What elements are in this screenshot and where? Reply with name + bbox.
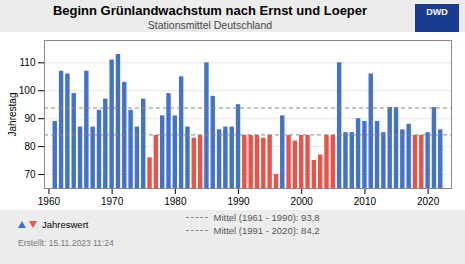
svg-text:90: 90	[24, 113, 36, 124]
svg-text:110: 110	[20, 57, 36, 68]
svg-text:1980: 1980	[164, 196, 187, 207]
svg-text:Jahrestag: Jahrestag	[7, 93, 18, 137]
html-text:Mittel (1961 - 1990): 93,8: Mittel (1961 - 1990): 93,8	[213, 212, 320, 223]
html-text:Beginn Grünlandwachstum nach E: Beginn Grünlandwachstum nach Ernst und L…	[52, 3, 368, 18]
svg-text:70: 70	[24, 169, 36, 180]
html-text:Erstellt: 15.11.2023 11:24: Erstellt: 15.11.2023 11:24	[18, 238, 114, 248]
html-text:Stationsmittel Deutschland: Stationsmittel Deutschland	[147, 19, 273, 31]
html-text:Jahreswert: Jahreswert	[42, 218, 89, 230]
svg-text:2010: 2010	[354, 196, 377, 207]
svg-text:1990: 1990	[227, 196, 250, 207]
svg-text:1970: 1970	[101, 196, 124, 207]
svg-text:80: 80	[24, 141, 36, 152]
html-text:Mittel (1991 - 2020): 84,2: Mittel (1991 - 2020): 84,2	[213, 225, 320, 236]
svg-text:2000: 2000	[291, 196, 314, 207]
svg-text:100: 100	[19, 85, 36, 96]
svg-text:2020: 2020	[417, 196, 440, 207]
html-text:DWD: DWD	[426, 7, 448, 17]
svg-text:1960: 1960	[38, 196, 61, 207]
